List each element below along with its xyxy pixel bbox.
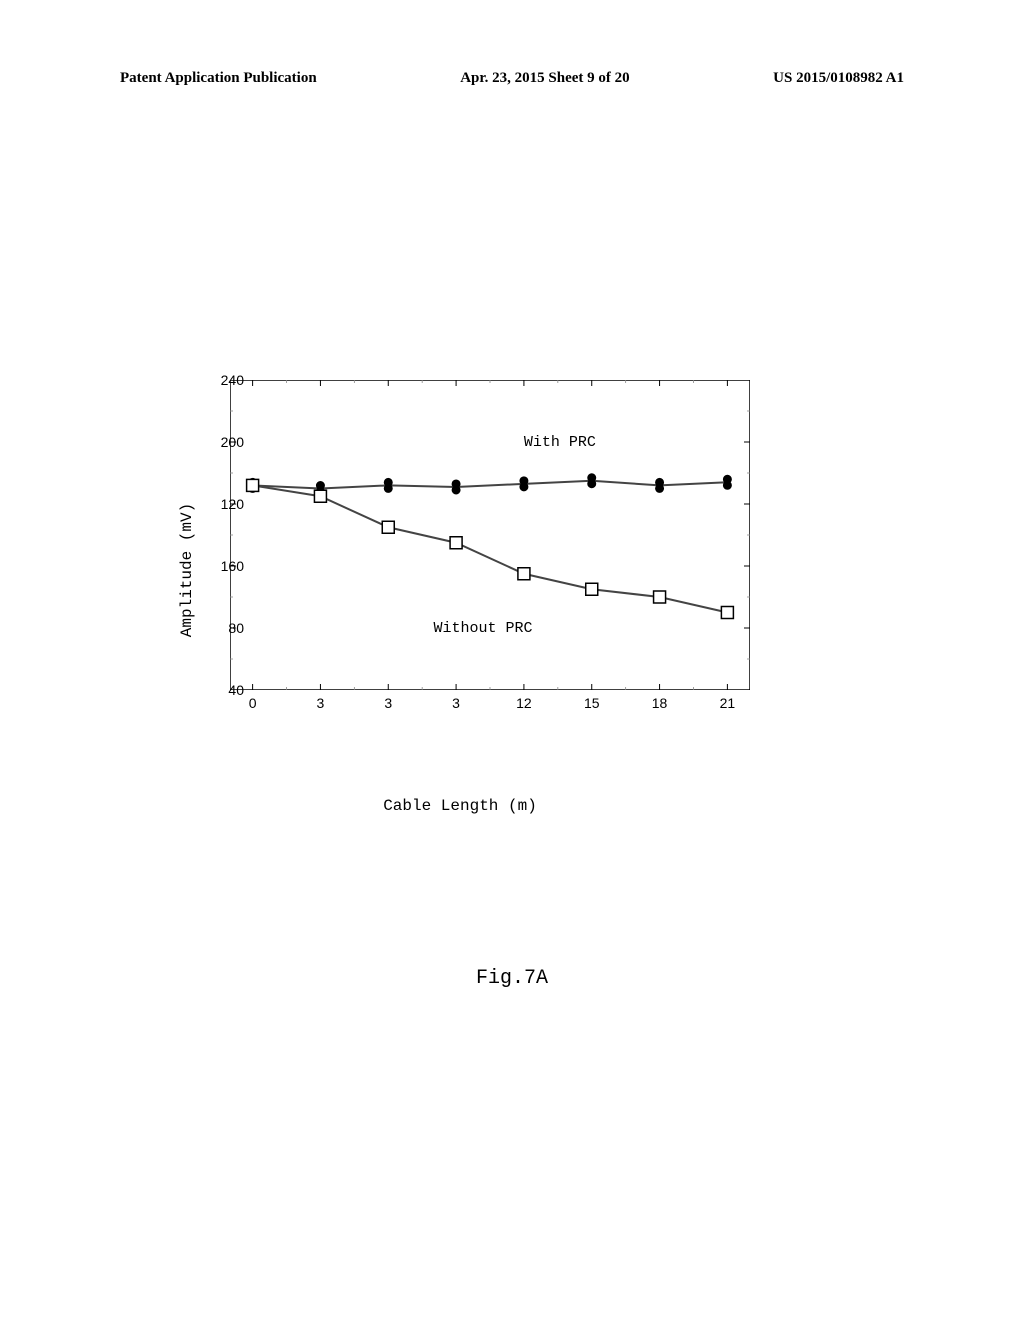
figure-caption: Fig.7A <box>476 967 548 990</box>
x-axis-label: Cable Length (m) <box>383 797 537 815</box>
amplitude-chart: Amplitude (mV) Cable Length (m) 40801601… <box>150 380 770 760</box>
x-tick-label: 18 <box>652 695 668 711</box>
x-tick-label: 3 <box>452 695 460 711</box>
page-header: Patent Application Publication Apr. 23, … <box>0 70 1024 87</box>
header-center: Apr. 23, 2015 Sheet 9 of 20 <box>460 70 629 87</box>
series-label: With PRC <box>524 434 596 451</box>
header-right: US 2015/0108982 A1 <box>773 70 904 87</box>
y-tick-label: 120 <box>221 496 244 512</box>
x-tick-label: 21 <box>720 695 736 711</box>
y-tick-label: 80 <box>228 620 244 636</box>
y-tick-label: 240 <box>221 372 244 388</box>
y-tick-label: 200 <box>221 434 244 450</box>
x-tick-label: 3 <box>384 695 392 711</box>
header-left: Patent Application Publication <box>120 70 317 87</box>
y-tick-label: 40 <box>228 682 244 698</box>
y-tick-label: 160 <box>221 558 244 574</box>
x-tick-label: 12 <box>516 695 532 711</box>
x-tick-label: 15 <box>584 695 600 711</box>
plot-area <box>230 380 750 690</box>
x-tick-label: 0 <box>249 695 257 711</box>
y-axis-label: Amplitude (mV) <box>178 503 196 637</box>
chart-svg <box>230 380 750 690</box>
series-label: Without PRC <box>433 620 532 637</box>
x-tick-label: 3 <box>317 695 325 711</box>
